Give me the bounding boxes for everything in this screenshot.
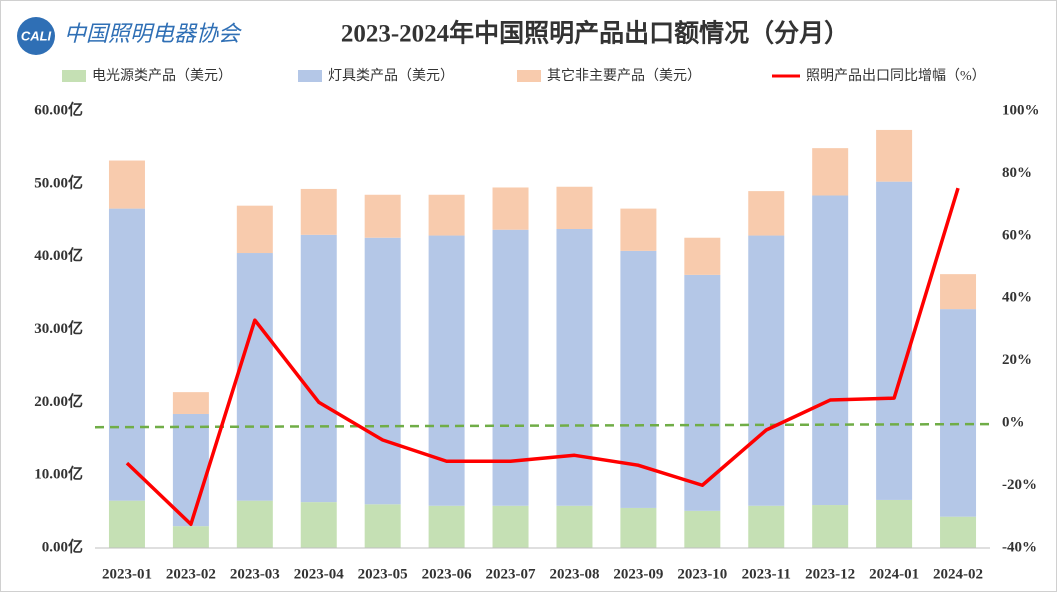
bar-segment [172,526,209,548]
legend-label: 照明产品出口同比增幅（%） [806,68,986,84]
bar-segment [300,188,337,235]
y2-tick-label: -20% [1002,477,1037,493]
y2-tick-label: 60% [1002,227,1032,243]
logo-abbr: CALI [21,28,52,43]
y-tick-label: 40.00亿 [34,246,83,264]
x-tick-label: 2023-04 [294,566,344,582]
bar-segment [684,237,721,275]
chart-title: 2023-2024年中国照明产品出口额情况（分月） [341,19,849,48]
bar-segment [748,235,785,506]
y2-tick-label: 100% [1002,102,1040,118]
bar-segment [300,234,337,503]
bar-segment [108,160,145,209]
bar-segment [876,129,913,182]
bar-segment [108,208,145,501]
bar-segment [428,235,465,506]
y-tick-label: 60.00亿 [34,100,83,118]
bar-segment [684,510,721,548]
bar-segment [492,505,529,548]
bar-segment [236,500,273,548]
legend-label: 电光源类产品（美元） [92,68,232,84]
x-tick-label: 2023-03 [230,566,280,582]
bar-segment [940,516,977,548]
bar-segment [940,274,977,310]
logo-text: 中国照明电器协会 [64,21,242,46]
bar-segment [620,208,657,251]
x-tick-label: 2024-01 [869,566,919,582]
legend-swatch [517,70,541,82]
y2-tick-label: 20% [1002,352,1032,368]
y-tick-label: 10.00亿 [34,465,83,483]
x-tick-label: 2024-02 [933,566,983,582]
x-tick-label: 2023-11 [742,566,791,582]
bar-segment [300,502,337,548]
bar-segment [492,187,529,230]
bar-segment [364,504,401,548]
bar-segment [428,194,465,236]
bar-segment [236,253,273,501]
bar-segment [172,413,209,527]
y2-tick-label: 0% [1002,415,1025,431]
y-tick-label: 50.00亿 [34,173,83,191]
x-tick-label: 2023-07 [486,566,536,582]
y-tick-label: 20.00亿 [34,392,83,410]
x-tick-label: 2023-02 [166,566,216,582]
bar-segment [556,186,593,229]
bar-segment [812,195,849,506]
bar-segment [812,148,849,196]
x-tick-label: 2023-12 [805,566,855,582]
logo-circle [17,17,55,55]
y-tick-label: 30.00亿 [34,319,83,337]
bar-segment [876,499,913,548]
bar-segment [748,505,785,548]
y2-tick-label: 40% [1002,290,1032,306]
bar-segment [364,237,401,505]
y-tick-label: 0.00亿 [42,537,83,555]
bar-segment [364,194,401,238]
bar-segment [620,507,657,548]
legend-swatch [62,70,86,82]
x-tick-label: 2023-10 [677,566,727,582]
y2-tick-label: 80% [1002,165,1032,181]
bar-segment [108,500,145,548]
x-tick-label: 2023-05 [358,566,408,582]
bar-segment [172,392,209,414]
bar-segment [428,505,465,548]
bar-segment [940,309,977,517]
legend-label: 其它非主要产品（美元） [547,67,701,84]
x-tick-label: 2023-09 [613,566,663,582]
legend-swatch [298,70,322,82]
bar-segment [748,191,785,236]
bar-segment [556,505,593,548]
bar-segment [876,181,913,500]
bar-segment [236,205,273,254]
x-tick-label: 2023-08 [549,566,599,582]
growth-line [125,187,960,527]
bar-segment [812,505,849,548]
bar-segment [492,229,529,506]
legend-label: 灯具类产品（美元） [328,68,454,84]
bar-segment [684,274,721,511]
x-tick-label: 2023-06 [422,566,472,582]
bar-segment [556,228,593,506]
y2-tick-label: -40% [1002,539,1037,555]
x-tick-label: 2023-01 [102,566,152,582]
